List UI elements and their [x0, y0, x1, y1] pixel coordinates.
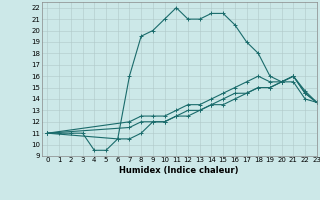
X-axis label: Humidex (Indice chaleur): Humidex (Indice chaleur)	[119, 166, 239, 175]
